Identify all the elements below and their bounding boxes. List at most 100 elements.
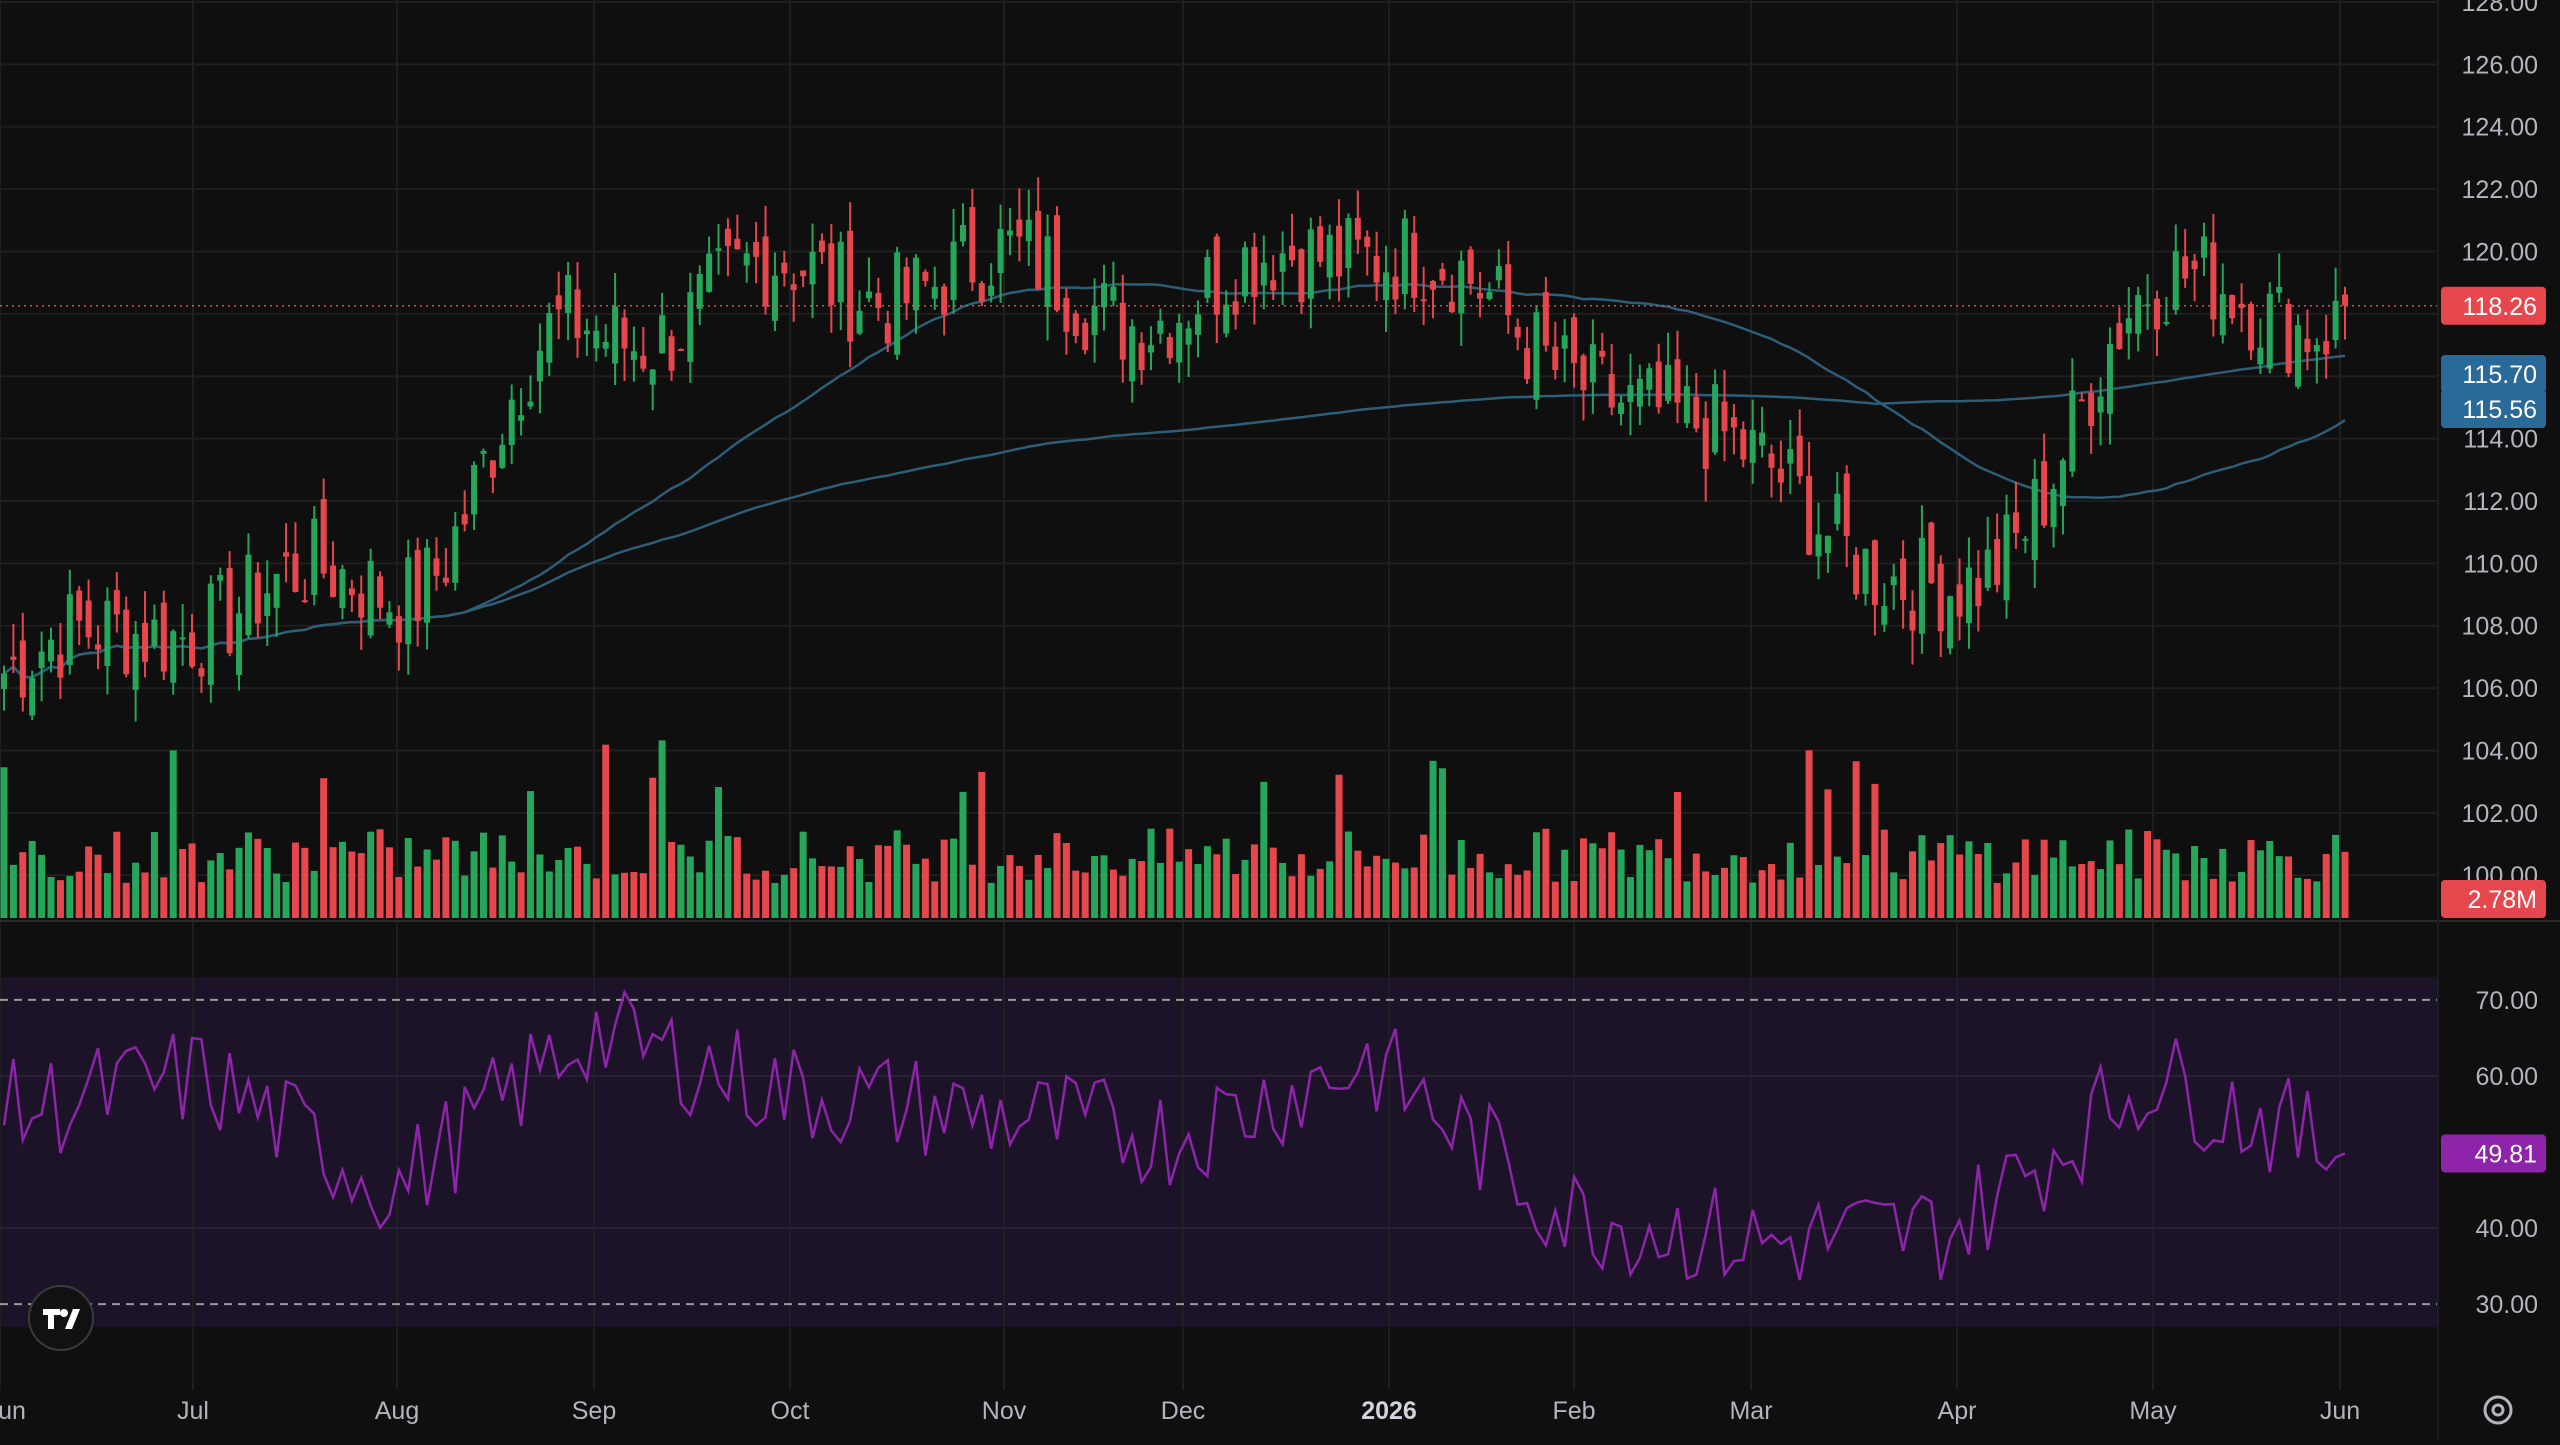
candle-body[interactable] <box>179 637 186 640</box>
candle-body[interactable] <box>2031 478 2038 561</box>
candle-body[interactable] <box>433 558 440 576</box>
candle-body[interactable] <box>574 289 581 339</box>
candle-body[interactable] <box>2323 341 2330 355</box>
candle-body[interactable] <box>1035 210 1042 290</box>
candle-body[interactable] <box>790 284 797 291</box>
candle-body[interactable] <box>518 415 525 421</box>
candle-body[interactable] <box>1157 320 1164 334</box>
candle-body[interactable] <box>2313 345 2320 352</box>
candle-body[interactable] <box>1467 249 1474 284</box>
candle-body[interactable] <box>104 600 111 667</box>
candle-body[interactable] <box>612 306 619 364</box>
candle-body[interactable] <box>1740 429 1747 460</box>
candle-body[interactable] <box>66 594 73 666</box>
candle-body[interactable] <box>1354 217 1361 240</box>
candle-body[interactable] <box>1721 401 1728 432</box>
candle-body[interactable] <box>1759 432 1766 446</box>
candle-body[interactable] <box>2257 347 2264 365</box>
candle-body[interactable] <box>1796 435 1803 477</box>
candle-body[interactable] <box>386 612 393 625</box>
candle-body[interactable] <box>2200 236 2207 258</box>
candle-body[interactable] <box>142 622 149 662</box>
candle-body[interactable] <box>837 241 844 303</box>
candle-body[interactable] <box>1336 225 1343 277</box>
candle-body[interactable] <box>1477 292 1484 299</box>
candle-body[interactable] <box>2191 260 2198 270</box>
candle-body[interactable] <box>959 224 966 242</box>
candle-body[interactable] <box>2247 304 2254 351</box>
candle-body[interactable] <box>2229 294 2236 319</box>
candle-body[interactable] <box>123 609 130 675</box>
candle-body[interactable] <box>640 355 647 369</box>
candle-body[interactable] <box>1025 219 1032 242</box>
candle-body[interactable] <box>442 577 449 583</box>
candle-body[interactable] <box>1589 344 1596 383</box>
candle-body[interactable] <box>1824 535 1831 554</box>
candle-body[interactable] <box>1947 596 1954 649</box>
candle-body[interactable] <box>1166 337 1173 359</box>
candle-body[interactable] <box>2210 242 2217 320</box>
candle-body[interactable] <box>1345 218 1352 268</box>
candle-body[interactable] <box>1768 453 1775 468</box>
candle-body[interactable] <box>1712 384 1719 453</box>
candle-body[interactable] <box>2285 304 2292 374</box>
candle-body[interactable] <box>1862 548 1869 594</box>
candle-body[interactable] <box>1411 232 1418 298</box>
candle-body[interactable] <box>1890 576 1897 586</box>
candle-body[interactable] <box>978 283 985 302</box>
candle-body[interactable] <box>941 286 948 315</box>
candle-body[interactable] <box>1693 396 1700 429</box>
candle-body[interactable] <box>1100 283 1107 308</box>
candle-body[interactable] <box>339 569 346 609</box>
candle-body[interactable] <box>865 291 872 299</box>
candle-body[interactable] <box>2088 392 2095 427</box>
candle-body[interactable] <box>424 547 431 623</box>
candle-body[interactable] <box>1289 245 1296 261</box>
candle-body[interactable] <box>1843 473 1850 537</box>
candle-body[interactable] <box>1232 301 1239 315</box>
candle-body[interactable] <box>1383 272 1390 301</box>
candle-body[interactable] <box>2332 300 2339 341</box>
candle-body[interactable] <box>1364 236 1371 247</box>
candle-body[interactable] <box>1053 215 1060 311</box>
candle-body[interactable] <box>2106 343 2113 414</box>
candle-body[interactable] <box>2294 325 2301 387</box>
candle-body[interactable] <box>2012 512 2019 533</box>
candle-body[interactable] <box>1909 610 1916 631</box>
candle-body[interactable] <box>931 286 938 299</box>
candle-body[interactable] <box>508 399 515 445</box>
candle-body[interactable] <box>950 241 957 300</box>
candle-body[interactable] <box>583 330 590 335</box>
candle-body[interactable] <box>762 236 769 307</box>
candle-body[interactable] <box>414 549 421 622</box>
candle-body[interactable] <box>781 262 788 274</box>
candle-body[interactable] <box>527 401 534 407</box>
candle-body[interactable] <box>1486 291 1493 300</box>
candle-body[interactable] <box>480 450 487 454</box>
candlesticks[interactable] <box>1 177 2348 722</box>
candle-body[interactable] <box>2097 396 2104 413</box>
candle-body[interactable] <box>499 444 506 468</box>
candle-body[interactable] <box>565 274 572 313</box>
candle-body[interactable] <box>1580 355 1587 391</box>
candle-body[interactable] <box>1495 266 1502 281</box>
candle-body[interactable] <box>828 243 835 305</box>
candle-body[interactable] <box>1542 292 1549 346</box>
candle-body[interactable] <box>273 573 280 608</box>
candle-body[interactable] <box>1110 286 1117 301</box>
candle-body[interactable] <box>1806 475 1813 555</box>
candle-body[interactable] <box>536 350 543 382</box>
candle-body[interactable] <box>95 644 102 650</box>
candle-body[interactable] <box>1834 493 1841 524</box>
candle-body[interactable] <box>1147 345 1154 353</box>
candle-body[interactable] <box>1401 218 1408 295</box>
candle-body[interactable] <box>1853 554 1860 595</box>
candle-body[interactable] <box>1777 468 1784 483</box>
candle-body[interactable] <box>1994 538 2001 585</box>
price-axis[interactable]: 128.00126.00124.00122.00120.00118.00116.… <box>2462 0 2538 890</box>
candle-body[interactable] <box>593 330 600 349</box>
candle-body[interactable] <box>132 633 139 690</box>
gear-icon[interactable] <box>2483 1395 2513 1425</box>
